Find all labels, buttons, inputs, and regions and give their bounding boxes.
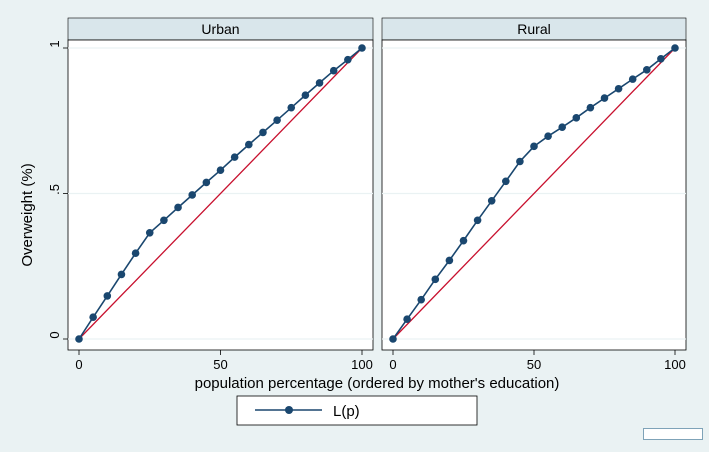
data-point bbox=[544, 132, 552, 140]
x-tick-label: 0 bbox=[389, 357, 396, 372]
data-point bbox=[459, 236, 468, 245]
data-point bbox=[358, 44, 366, 52]
data-point bbox=[188, 191, 196, 199]
equality-line bbox=[78, 47, 363, 340]
data-point bbox=[389, 335, 397, 343]
data-point bbox=[530, 142, 538, 151]
data-point bbox=[160, 216, 168, 225]
data-point bbox=[516, 157, 524, 166]
data-point bbox=[431, 275, 440, 284]
data-point bbox=[131, 249, 140, 257]
data-point bbox=[417, 295, 426, 304]
data-point bbox=[403, 315, 411, 324]
data-point bbox=[671, 44, 679, 52]
data-point bbox=[657, 54, 665, 63]
data-point bbox=[473, 216, 482, 225]
data-point bbox=[230, 153, 239, 161]
data-point bbox=[245, 140, 253, 149]
y-tick-label: .5 bbox=[47, 184, 62, 195]
data-point bbox=[202, 178, 211, 187]
data-point bbox=[117, 270, 126, 279]
data-point bbox=[344, 55, 352, 64]
panel-title: Rural bbox=[517, 21, 550, 37]
x-axis-label: population percentage (ordered by mother… bbox=[195, 375, 560, 392]
data-point bbox=[145, 228, 154, 237]
panel-title: Urban bbox=[201, 21, 239, 37]
data-point bbox=[502, 177, 510, 186]
data-point bbox=[273, 116, 281, 124]
data-point bbox=[643, 66, 651, 74]
data-point bbox=[586, 103, 595, 112]
data-point bbox=[75, 335, 83, 343]
data-point bbox=[572, 114, 581, 122]
data-point bbox=[89, 313, 97, 321]
x-tick-label: 100 bbox=[351, 357, 373, 372]
data-point bbox=[216, 166, 225, 175]
data-point bbox=[558, 123, 566, 131]
x-tick-label: 0 bbox=[75, 357, 82, 372]
x-tick-label: 50 bbox=[213, 357, 227, 372]
data-point bbox=[487, 196, 496, 205]
data-point bbox=[259, 128, 267, 137]
data-point bbox=[103, 292, 112, 300]
data-point bbox=[445, 256, 454, 265]
scrollbar-stub[interactable] bbox=[643, 428, 703, 440]
y-tick-label: 1 bbox=[47, 40, 62, 47]
data-point bbox=[614, 84, 623, 93]
data-point bbox=[174, 203, 182, 212]
data-point bbox=[628, 75, 637, 83]
data-point bbox=[287, 103, 296, 112]
y-tick-label: 0 bbox=[47, 331, 62, 338]
data-point bbox=[301, 91, 310, 99]
plot-area bbox=[381, 39, 687, 351]
x-tick-label: 100 bbox=[664, 357, 686, 372]
y-axis-label: Overweight (%) bbox=[19, 163, 36, 266]
legend-box bbox=[236, 395, 478, 426]
data-point bbox=[315, 79, 324, 87]
data-point bbox=[329, 66, 338, 75]
x-tick-label: 50 bbox=[527, 357, 541, 372]
data-point bbox=[600, 94, 609, 102]
equality-line bbox=[392, 47, 676, 340]
legend-marker bbox=[285, 406, 293, 414]
legend-label: L(p) bbox=[333, 403, 360, 420]
